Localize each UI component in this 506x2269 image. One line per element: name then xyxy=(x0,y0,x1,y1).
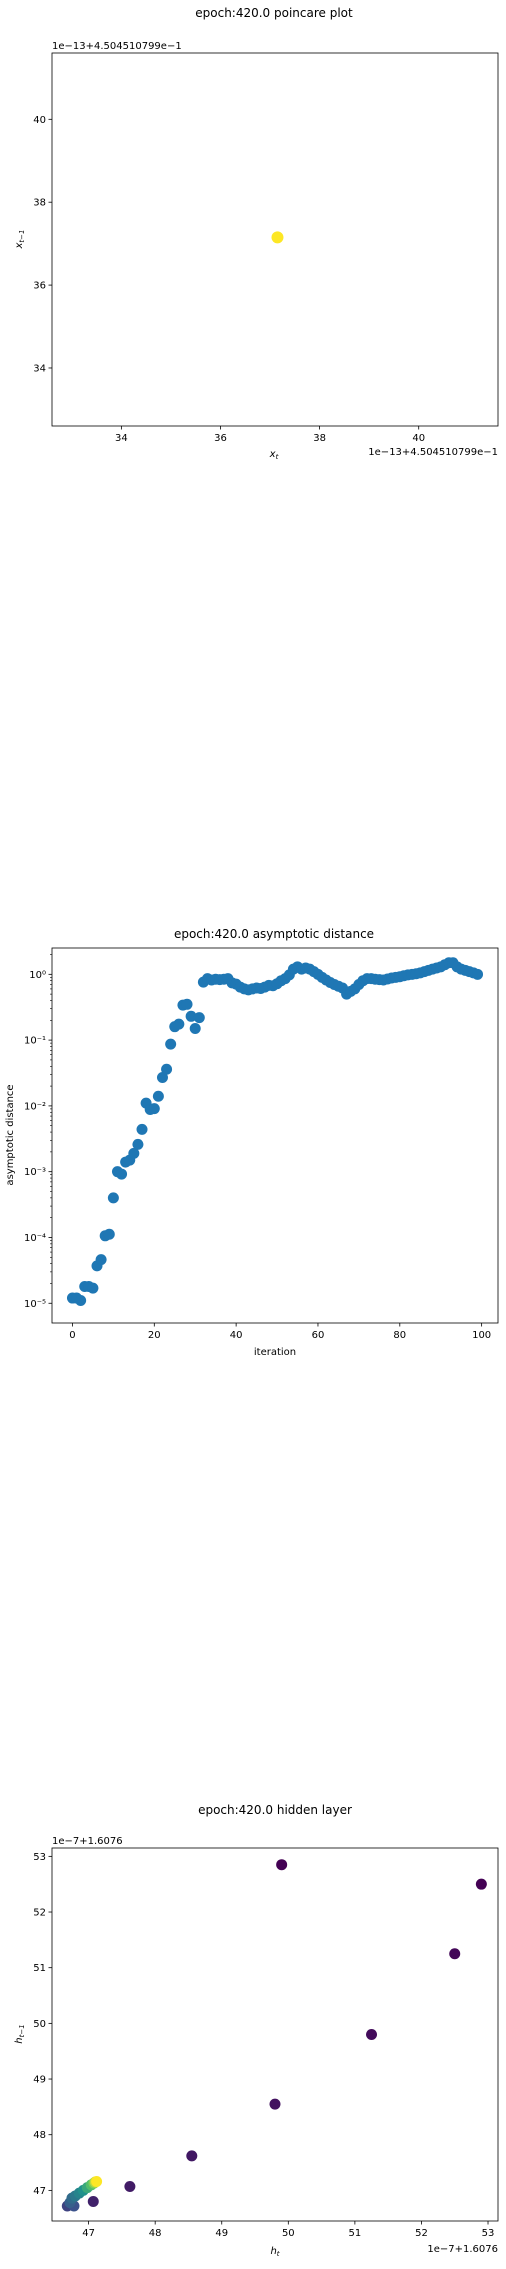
data-point xyxy=(269,2098,281,2110)
plot-frame xyxy=(51,947,499,1324)
data-point xyxy=(475,1878,487,1890)
data-point xyxy=(95,1254,107,1266)
x-tick-label: 34 xyxy=(115,433,128,444)
x-tick-label: 0 xyxy=(69,1330,75,1341)
data-point xyxy=(193,1012,205,1024)
y-offset-text: 1e−13+4.504510799e−1 xyxy=(52,41,182,52)
hidden-layer-chart: epoch:420.0 hidden layer 1e−7+1.6076 47 4… xyxy=(14,1803,499,2258)
y-tick-label: 34 xyxy=(33,363,46,374)
y-tick-label: 10⁻³ xyxy=(24,1167,46,1178)
x-tick-label: 38 xyxy=(313,433,326,444)
x-tick-label: 47 xyxy=(82,2228,95,2239)
x-axis-label: xt xyxy=(269,449,279,461)
data-point xyxy=(186,2150,198,2162)
y-tick-label: 10⁻¹ xyxy=(24,1036,46,1047)
y-tick-label: 10⁻⁵ xyxy=(24,1299,46,1310)
y-offset-text: 1e−7+1.6076 xyxy=(52,1836,123,1847)
x-offset-text: 1e−13+4.504510799e−1 xyxy=(368,447,498,458)
y-tick-label: 10⁻⁴ xyxy=(24,1233,46,1244)
y-tick-label: 10⁻² xyxy=(24,1101,46,1112)
x-axis-label: ht xyxy=(270,2246,279,2258)
data-point xyxy=(128,1147,140,1159)
x-tick-label: 40 xyxy=(412,433,425,444)
plot-frame xyxy=(51,52,499,427)
data-point xyxy=(124,2180,136,2192)
poincare-plot-chart: epoch:420.0 poincare plot 1e−13+4.504510… xyxy=(14,6,499,461)
data-point xyxy=(91,2175,103,2187)
data-point xyxy=(152,1090,164,1102)
data-point xyxy=(271,231,284,244)
x-tick-label: 80 xyxy=(393,1330,406,1341)
chart-title: epoch:420.0 hidden layer xyxy=(198,1803,352,1817)
plot-frame xyxy=(51,1847,499,2222)
y-tick-label: 51 xyxy=(33,1963,46,1974)
y-tick-label: 50 xyxy=(33,2019,46,2030)
y-tick-label: 53 xyxy=(33,1852,46,1863)
x-tick-label: 60 xyxy=(312,1330,325,1341)
asymptotic-distance-chart: epoch:420.0 asymptotic distance 0 20 40 60 8… xyxy=(5,927,499,1358)
data-point xyxy=(132,1138,144,1150)
data-point xyxy=(165,1038,177,1050)
data-point xyxy=(116,1168,128,1180)
data-point xyxy=(136,1123,148,1135)
x-tick-label: 100 xyxy=(472,1330,491,1341)
y-tick-label: 40 xyxy=(33,115,46,126)
data-point xyxy=(189,1023,201,1035)
x-axis-label: iteration xyxy=(254,1347,296,1358)
x-tick-label: 20 xyxy=(148,1330,161,1341)
data-point xyxy=(161,1063,173,1075)
x-tick-label: 48 xyxy=(149,2228,162,2239)
data-point xyxy=(75,1295,87,1307)
x-offset-text: 1e−7+1.6076 xyxy=(427,2244,498,2255)
x-tick-label: 36 xyxy=(214,433,227,444)
chart-title: epoch:420.0 poincare plot xyxy=(195,6,353,20)
y-tick-label: 49 xyxy=(33,2075,46,2086)
y-tick-label: 38 xyxy=(33,198,46,209)
y-tick-label: 48 xyxy=(33,2130,46,2141)
data-point xyxy=(449,1948,461,1960)
data-point xyxy=(276,1859,288,1871)
data-point xyxy=(107,1192,119,1204)
x-tick-label: 53 xyxy=(482,2228,495,2239)
x-tick-label: 52 xyxy=(415,2228,428,2239)
x-tick-label: 40 xyxy=(230,1330,243,1341)
y-tick-label: 36 xyxy=(33,281,46,292)
data-point xyxy=(181,998,193,1010)
y-tick-label: 10⁰ xyxy=(29,970,46,981)
data-point xyxy=(87,2196,99,2208)
chart-title: epoch:420.0 asymptotic distance xyxy=(174,927,374,941)
y-tick-label: 47 xyxy=(33,2186,46,2197)
y-tick-label: 52 xyxy=(33,1908,46,1919)
y-axis-label: ht−1 xyxy=(14,2024,26,2043)
data-point xyxy=(103,1228,115,1240)
y-axis-label: xt−1 xyxy=(14,230,26,250)
x-tick-label: 49 xyxy=(215,2228,228,2239)
x-tick-label: 50 xyxy=(282,2228,295,2239)
data-point xyxy=(472,968,484,980)
data-point xyxy=(87,1282,99,1294)
data-point xyxy=(366,2029,378,2040)
y-axis-label: asymptotic distance xyxy=(5,1084,16,1185)
data-point xyxy=(156,1072,168,1084)
data-point xyxy=(148,1103,160,1115)
x-tick-label: 51 xyxy=(349,2228,362,2239)
data-point xyxy=(185,1010,197,1022)
data-point xyxy=(173,1018,185,1030)
